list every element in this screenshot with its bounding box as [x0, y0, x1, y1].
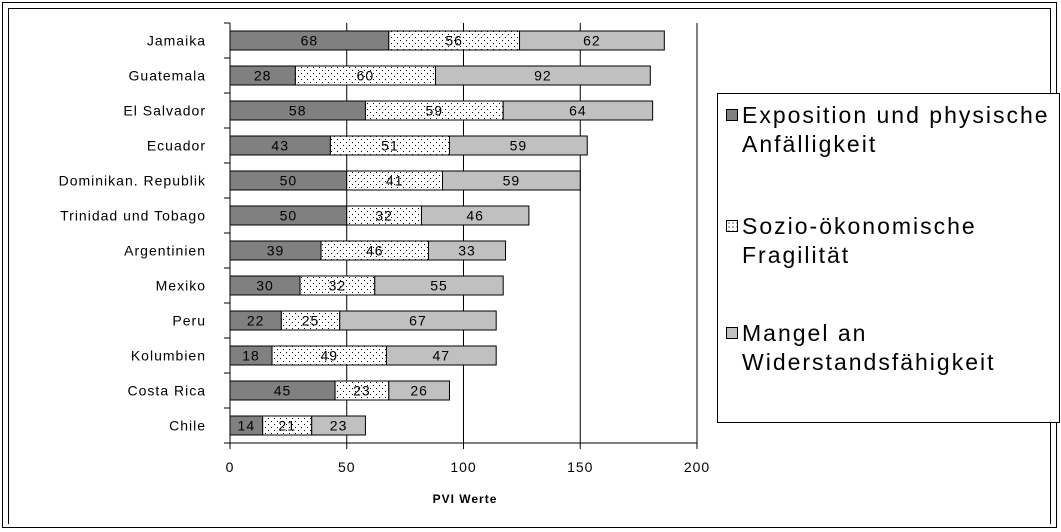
data-label: 68	[301, 33, 319, 49]
data-label: 67	[409, 313, 427, 329]
category-label: Dominikan. Republik	[59, 173, 206, 189]
bar-segment	[420, 205, 530, 226]
data-label: 26	[410, 383, 428, 399]
data-label: 45	[274, 383, 292, 399]
data-label: 30	[256, 278, 274, 294]
category-label: Chile	[169, 418, 206, 434]
data-label: 62	[583, 33, 601, 49]
data-label: 46	[466, 208, 484, 224]
x-tick-label: 50	[338, 459, 356, 475]
data-label: 25	[302, 313, 320, 329]
data-label: 41	[386, 173, 404, 189]
bar-segment	[434, 65, 651, 86]
category-label: Argentinien	[124, 243, 206, 259]
bars	[229, 30, 665, 436]
data-label: 56	[445, 33, 463, 49]
category-label: El Salvador	[123, 103, 206, 119]
bar-segment	[427, 240, 507, 261]
category-label: Mexiko	[156, 278, 206, 294]
axes: 0 50 100 150 200 Jamaika Guatemala El Salvador E…	[59, 22, 710, 475]
data-label: 33	[458, 243, 476, 259]
category-label: Jamaika	[147, 33, 206, 49]
data-label: 32	[329, 278, 347, 294]
bar-segment	[374, 275, 504, 296]
data-labels: 68 56 62 28 60 92 58 59 64 43 51 59 50 41 59 50 32 46 39 46…	[238, 33, 601, 434]
bar-segment	[388, 380, 450, 401]
x-axis-title: PVI Werte	[433, 492, 498, 506]
data-label: 59	[510, 138, 528, 154]
x-tick-label: 150	[567, 459, 593, 475]
data-label: 50	[280, 208, 298, 224]
data-label: 14	[238, 418, 256, 434]
category-label: Trinidad und Tobago	[60, 208, 206, 224]
data-label: 59	[426, 103, 444, 119]
category-label: Peru	[172, 313, 206, 329]
bar-segment	[519, 30, 665, 51]
legend-label-mangel: Mangel an Widerstandsfähigkeit	[742, 320, 996, 375]
data-label: 23	[330, 418, 348, 434]
bar-segment	[448, 135, 588, 156]
data-label: 64	[569, 103, 587, 119]
data-label: 32	[375, 208, 393, 224]
data-label: 22	[247, 313, 265, 329]
x-tick-label: 100	[450, 459, 476, 475]
data-label: 39	[267, 243, 285, 259]
x-tick-label: 200	[684, 459, 710, 475]
data-label: 21	[278, 418, 296, 434]
bar-segment	[502, 100, 654, 121]
data-label: 55	[430, 278, 448, 294]
data-label: 23	[353, 383, 371, 399]
bar-segment	[311, 415, 366, 436]
legend-swatch-mangel	[726, 327, 738, 339]
data-label: 50	[280, 173, 298, 189]
category-label: Kolumbien	[131, 348, 206, 364]
category-label: Costa Rica	[128, 383, 206, 399]
data-label: 60	[357, 68, 375, 84]
data-label: 92	[534, 68, 552, 84]
data-label: 51	[381, 138, 399, 154]
bar-segment	[441, 170, 581, 191]
data-label: 43	[271, 138, 289, 154]
bar-segment	[385, 345, 497, 366]
legend-label-sozio: Sozio-ökonomische Fragilität	[742, 213, 977, 268]
legend-swatch-sozio	[726, 220, 738, 232]
category-label: Ecuador	[147, 138, 206, 154]
data-label: 18	[242, 348, 260, 364]
data-label: 28	[254, 68, 272, 84]
category-label: Guatemala	[129, 68, 206, 84]
data-label: 49	[320, 348, 338, 364]
legend-label-exposition: Exposition und physische Anfälligkeit	[742, 102, 1050, 157]
grid-lines	[346, 23, 698, 443]
bar-segment	[339, 310, 497, 331]
data-label: 58	[289, 103, 307, 119]
data-label: 47	[433, 348, 451, 364]
legend: Exposition und physische Anfälligkeit So…	[717, 93, 1060, 423]
data-label: 46	[366, 243, 384, 259]
legend-swatch-exposition	[726, 109, 738, 121]
data-label: 59	[503, 173, 521, 189]
x-tick-label: 0	[226, 459, 235, 475]
